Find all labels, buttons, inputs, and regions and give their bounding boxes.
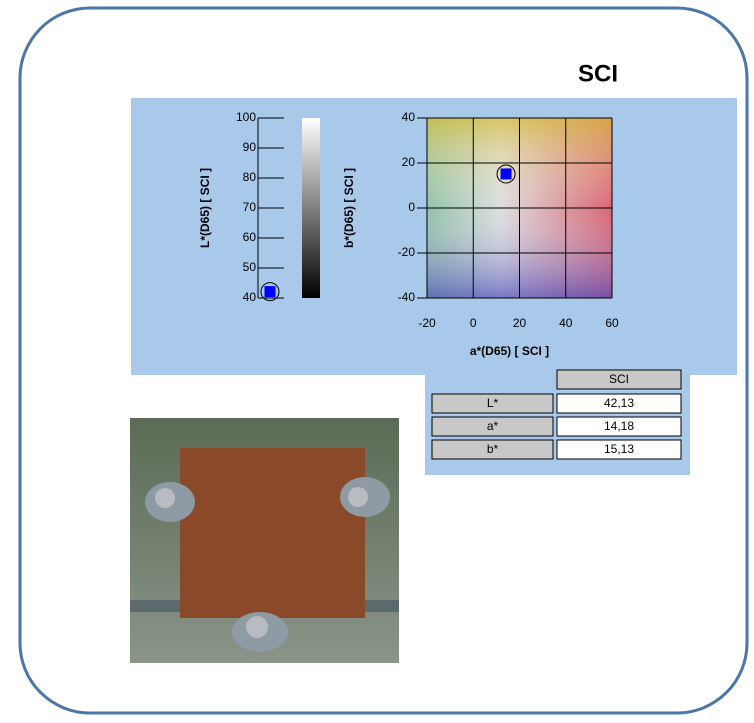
photo xyxy=(130,418,399,663)
page-title: SCI xyxy=(578,60,618,87)
x-tick-label: 20 xyxy=(513,316,527,330)
table-header: SCI xyxy=(609,372,629,386)
row-label: L* xyxy=(487,396,499,410)
data-point xyxy=(265,286,276,297)
y-tick-label: 80 xyxy=(243,170,257,184)
data-point xyxy=(501,168,512,179)
y-tick-label: -40 xyxy=(398,290,416,304)
y-tick-label: 0 xyxy=(408,200,415,214)
y-tick-label: 40 xyxy=(243,290,257,304)
x-tick-label: 60 xyxy=(605,316,619,330)
y-axis-label: b*(D65) [ SCI ] xyxy=(342,168,356,248)
y-tick-label: 50 xyxy=(243,260,257,274)
page: SCI 40 50 60 70 80 90 100 L*(D65) [ SCI ] -20 0 20… xyxy=(0,0,754,718)
y-axis-label: L*(D65) [ SCI ] xyxy=(198,168,212,248)
y-tick-label: -20 xyxy=(398,245,416,259)
lightness-bar xyxy=(302,118,320,298)
row-value: 15,13 xyxy=(604,442,634,456)
row-label: a* xyxy=(487,419,499,433)
x-tick-label: 0 xyxy=(470,316,477,330)
x-axis-label: a*(D65) [ SCI ] xyxy=(470,344,549,358)
y-tick-label: 90 xyxy=(243,140,257,154)
y-tick-label: 20 xyxy=(402,155,416,169)
y-tick-label: 100 xyxy=(236,110,256,124)
y-tick-label: 60 xyxy=(243,230,257,244)
x-tick-label: 40 xyxy=(559,316,573,330)
row-value: 42,13 xyxy=(604,396,634,410)
y-tick-label: 40 xyxy=(402,110,416,124)
row-value: 14,18 xyxy=(604,419,634,433)
y-tick-label: 70 xyxy=(243,200,257,214)
x-tick-label: -20 xyxy=(418,316,436,330)
row-label: b* xyxy=(487,442,499,456)
